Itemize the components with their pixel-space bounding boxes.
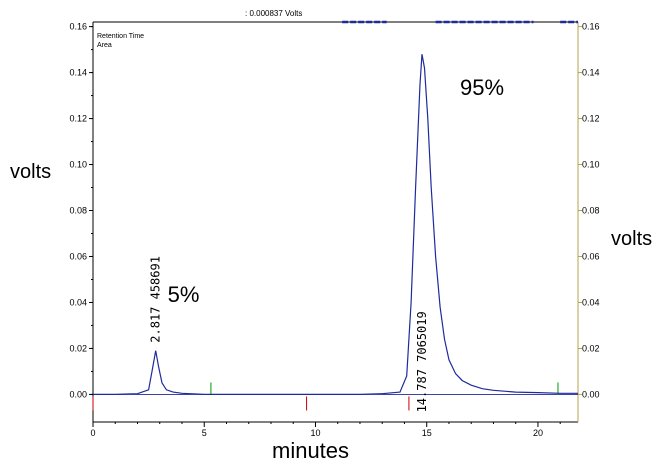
y-tick-label-left: 0.08 — [69, 206, 87, 216]
y-tick-label-right: 0.02 — [582, 343, 600, 353]
axes — [93, 22, 578, 422]
peak-percent-label: 5% — [168, 282, 200, 307]
y-tick-label-left: 0.00 — [69, 389, 87, 399]
peak-percent-label: 95% — [460, 75, 504, 100]
y-tick-label-right: 0.10 — [582, 160, 600, 170]
y-tick-label-right: 0.06 — [582, 251, 600, 261]
legend-retention-time: Retention Time — [97, 33, 144, 40]
y-tick-label-right: 0.04 — [582, 297, 600, 307]
x-tick-label: 20 — [533, 428, 543, 438]
y-tick-label-right: 0.00 — [582, 389, 600, 399]
y-tick-label-left: 0.16 — [69, 22, 87, 32]
legend-area: Area — [97, 42, 112, 49]
y-tick-label-left: 0.06 — [69, 251, 87, 261]
y-tick-label-left: 0.12 — [69, 114, 87, 124]
peak-label: 14.787 7065019 — [415, 311, 429, 412]
annotations: 2.817 458691 5% 14.787 7065019 95% — [149, 75, 504, 412]
y-tick-label-left: 0.02 — [69, 343, 87, 353]
x-axis-label: minutes — [272, 438, 349, 460]
y-tick-label-right: 0.14 — [582, 68, 600, 78]
chromatogram-trace — [93, 54, 578, 394]
cursor-readout: : 0.000837 Volts — [245, 9, 302, 18]
peak-label: 2.817 458691 — [149, 256, 163, 343]
x-tick-label: 15 — [422, 428, 432, 438]
integration-marks — [93, 382, 558, 410]
x-tick-label: 5 — [202, 428, 207, 438]
y-tick-label-right: 0.16 — [582, 22, 600, 32]
series — [93, 54, 578, 394]
y-axis-label-left: volts — [10, 161, 51, 183]
x-tick-label: 10 — [310, 428, 320, 438]
y-tick-label-right: 0.12 — [582, 114, 600, 124]
x-tick-label: 0 — [90, 428, 95, 438]
y-axis-label-right: volts — [611, 228, 652, 250]
y-tick-label-left: 0.14 — [69, 68, 87, 78]
ticks: 0.00 0.00 0.02 0.02 0.04 0.04 0.06 0.06 0.08 0.08… — [69, 22, 599, 438]
y-tick-label-left: 0.04 — [69, 297, 87, 307]
y-tick-label-right: 0.08 — [582, 206, 600, 216]
y-tick-label-left: 0.10 — [69, 160, 87, 170]
